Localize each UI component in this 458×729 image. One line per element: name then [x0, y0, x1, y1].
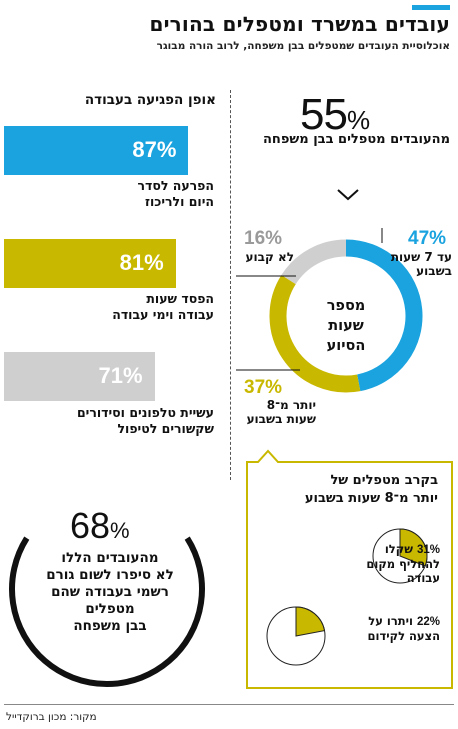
stat-68: 68% — [70, 505, 130, 547]
stat-68-caption-line: מטפלים — [85, 601, 135, 617]
donut-value-label: 37% — [244, 377, 283, 398]
bar-label-line: שקשורים לטיפול — [117, 421, 214, 436]
pie-label-line: 22% ויתרו על — [340, 614, 440, 629]
donut-center-line: שעות — [328, 318, 364, 334]
pie-slice — [295, 606, 326, 637]
donut-value-label: 47% — [408, 228, 447, 249]
bar-lost-hours: 81% — [4, 239, 176, 288]
stat-68-caption-line: לא סיפרו לשום גורם — [46, 567, 174, 583]
bar-phone-calls: 71% — [4, 352, 155, 401]
stat-68-caption-line: רשמי בעבודה שהם — [51, 584, 169, 600]
bar-label-line: היום ולריכוז — [144, 194, 214, 209]
source-note: מקור: מכון ברוקדייל — [6, 711, 97, 723]
header-accent-bar — [412, 5, 450, 10]
bar-label-lost-hours: הפסד שעות עבודה וימי עבודה — [4, 291, 214, 323]
page-subtitle: אוכלוסיית העובדים שמטפלים בבן משפחה, לרו… — [156, 40, 450, 52]
donut-slice-label-line: בשבוע — [416, 264, 452, 278]
pie-label-line: 31% שקלו — [340, 542, 440, 557]
donut-center-line: מספר — [326, 298, 366, 314]
pie-label-text: שקלו — [384, 542, 413, 556]
bar-value-label: 71% — [98, 363, 143, 388]
callout-box — [246, 449, 453, 689]
stat-68-caption-line: מהעובדים הללו — [61, 550, 159, 566]
footer-divider — [4, 704, 454, 705]
column-divider — [230, 90, 231, 480]
pie-label-line: עבודה — [406, 571, 440, 585]
donut-slice-label-line: יותר מ־8 — [266, 398, 316, 412]
big-stat-caption: מהעובדים מטפלים בבן משפחה — [262, 132, 450, 147]
big-stat-percent: % — [346, 105, 370, 135]
big-stat-number: 55 — [300, 90, 348, 139]
stat-68-percent: % — [110, 518, 130, 543]
bar-label-line: עבודה וימי עבודה — [112, 307, 214, 322]
pie-label-text: ויתרו על — [368, 614, 413, 628]
pie-value: 31% — [416, 544, 440, 556]
donut-slice-label: לא קבוע — [236, 250, 294, 264]
donut-center-line: הסיוע — [326, 338, 366, 354]
box-title-line: בקרב מטפלים של — [330, 473, 438, 488]
bar-label-line: הפסד שעות — [146, 291, 214, 306]
bar-value-label: 87% — [132, 137, 177, 162]
big-stat-55: 55% — [300, 90, 370, 140]
stat-68-ring — [9, 536, 205, 687]
stat-68-caption-line: בבן משפחה — [73, 618, 147, 634]
box-title-line: יותר מ־8 שעות בשבוע — [304, 491, 438, 506]
pie-22-label: 22% ויתרו על הצעה לקידום — [340, 614, 441, 643]
bar-label-phone-calls: עשיית טלפונים וסידורים שקשורים לטיפול — [4, 405, 214, 437]
page-title: עובדים במשרד ומטפלים בהורים — [149, 12, 450, 36]
bar-label-line: הפרעה לסדר — [137, 178, 214, 193]
stat-68-caption: מהעובדים הללו לא סיפרו לשום גורם רשמי בע… — [30, 550, 190, 635]
stat-68-number: 68 — [70, 505, 111, 546]
pie-slice — [399, 528, 428, 567]
chevron-down-icon — [337, 189, 359, 201]
pie-label-line: להחליף מקום — [366, 557, 440, 571]
pie-31-label: 31% שקלו להחליף מקום עבודה — [340, 542, 440, 585]
donut-value-label: 16% — [244, 228, 283, 249]
box-title: בקרב מטפלים של יותר מ־8 שעות בשבוע — [248, 472, 438, 508]
donut-center-label: מספר שעות הסיוע — [296, 296, 396, 356]
donut-slice — [281, 239, 347, 285]
donut-slice-label-line: עד 7 שעות — [390, 250, 452, 264]
bar-value-label: 81% — [119, 250, 164, 275]
donut-slice-label: יותר מ־8 שעות בשבוע — [236, 398, 316, 426]
donut-slice-label-line: לא קבוע — [245, 250, 294, 264]
pie-value: 22% — [416, 616, 440, 628]
donut-slice — [345, 239, 423, 392]
bars-heading: אופן הפגיעה בעבודה — [84, 92, 216, 108]
donut-slice — [269, 275, 361, 393]
donut-slice-label-line: שעות בשבוע — [246, 412, 316, 426]
pie-label-line: הצעה לקידום — [367, 629, 441, 643]
bar-disruption: 87% — [4, 126, 189, 175]
bar-label-disruption: הפרעה לסדר היום ולריכוז — [4, 178, 214, 210]
bar-label-line: עשיית טלפונים וסידורים — [76, 405, 214, 420]
donut-slice-label: עד 7 שעות בשבוע — [380, 250, 452, 278]
